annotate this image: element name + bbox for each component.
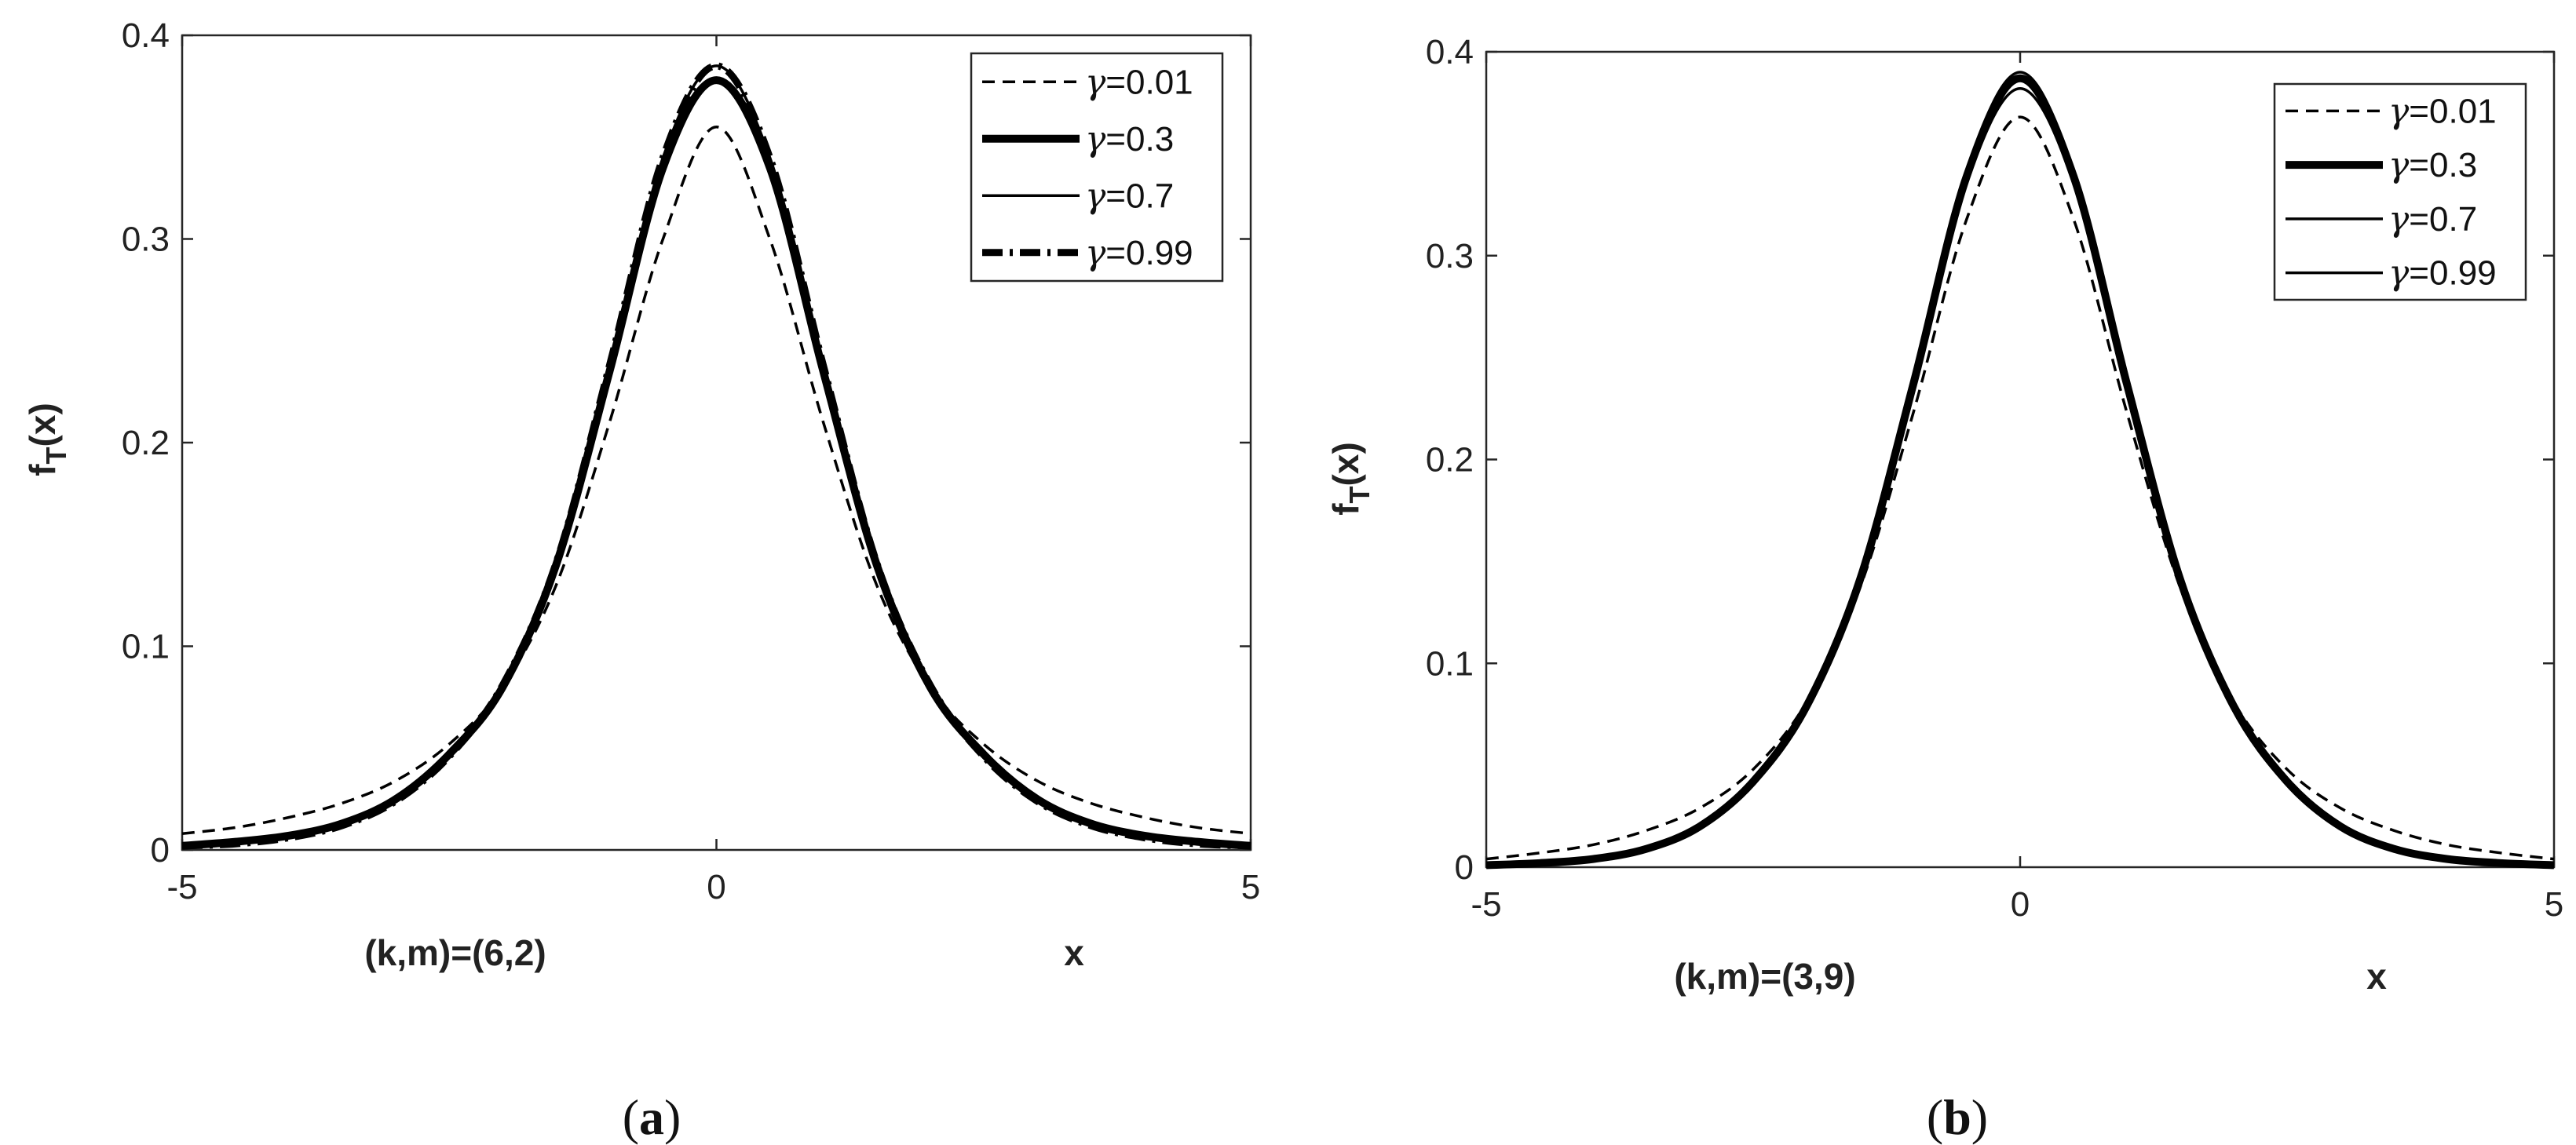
x-axis-label: x bbox=[1064, 932, 1084, 973]
series-group bbox=[1485, 71, 2555, 870]
y-tick-label: 0.3 bbox=[1426, 237, 1474, 275]
legend: γ=0.01 γ=0.3 γ=0.7 γ=0.99 bbox=[970, 52, 1224, 283]
panel-subtitle: (k,m)=(6,2) bbox=[364, 932, 546, 973]
series-line-4 bbox=[181, 62, 1251, 850]
legend-label-1: γ=0.01 bbox=[2388, 91, 2497, 131]
series-group bbox=[181, 62, 1251, 850]
y-tick-label: 0 bbox=[151, 831, 170, 870]
legend-box bbox=[2273, 82, 2527, 301]
series-line-1 bbox=[1485, 115, 2555, 861]
x-tick-label: 5 bbox=[2545, 885, 2563, 924]
x-tick-label: 0 bbox=[707, 868, 725, 906]
y-tick-label: 0.4 bbox=[122, 16, 170, 55]
legend-label-1: γ=0.01 bbox=[1085, 62, 1193, 102]
y-tick-label: 0.2 bbox=[122, 424, 170, 462]
y-tick-label: 0.3 bbox=[122, 221, 170, 259]
series-line-1 bbox=[181, 126, 1251, 835]
legend-box bbox=[970, 52, 1224, 283]
y-tick-label: 0.1 bbox=[1426, 644, 1474, 683]
x-tick-label: -5 bbox=[1471, 885, 1501, 924]
x-tick-label: 5 bbox=[1241, 868, 1260, 906]
panel-b: 00.10.20.30.4-5 0 5γ=0.01γ=0.3γ=0.7γ=0.99f… bbox=[1325, 33, 2563, 1145]
y-tick-label: 0 bbox=[1455, 848, 1474, 887]
x-tick-label: -5 bbox=[166, 868, 197, 906]
legend-label-4: γ=0.99 bbox=[2388, 253, 2497, 294]
y-tick-label: 0.1 bbox=[122, 628, 170, 666]
legend-label-3: γ=0.7 bbox=[1085, 176, 1174, 216]
series-line-4 bbox=[1485, 87, 2555, 867]
panel-caption: (a) bbox=[623, 1089, 681, 1145]
panel-a: 00.10.20.30.4-5 0 5γ=0.01γ=0.3γ=0.7γ=0.99f… bbox=[22, 16, 1260, 1145]
y-tick-label: 0.2 bbox=[1426, 441, 1474, 480]
panel-caption: (b) bbox=[1927, 1089, 1988, 1145]
legend-label-4: γ=0.99 bbox=[1085, 233, 1193, 273]
x-axis-label: x bbox=[2366, 956, 2387, 997]
legend-label-2: γ=0.3 bbox=[1085, 119, 1174, 159]
x-tick-label: 0 bbox=[2011, 885, 2030, 924]
legend-label-3: γ=0.7 bbox=[2388, 199, 2477, 239]
y-axis-label: fT(x) bbox=[1325, 442, 1376, 516]
legend-label-2: γ=0.3 bbox=[2388, 145, 2477, 185]
panel-subtitle: (k,m)=(3,9) bbox=[1674, 956, 1855, 997]
legend: γ=0.01 γ=0.3 γ=0.7 γ=0.99 bbox=[2273, 82, 2527, 301]
y-axis-label: fT(x) bbox=[22, 403, 72, 476]
y-tick-label: 0.4 bbox=[1426, 33, 1474, 71]
